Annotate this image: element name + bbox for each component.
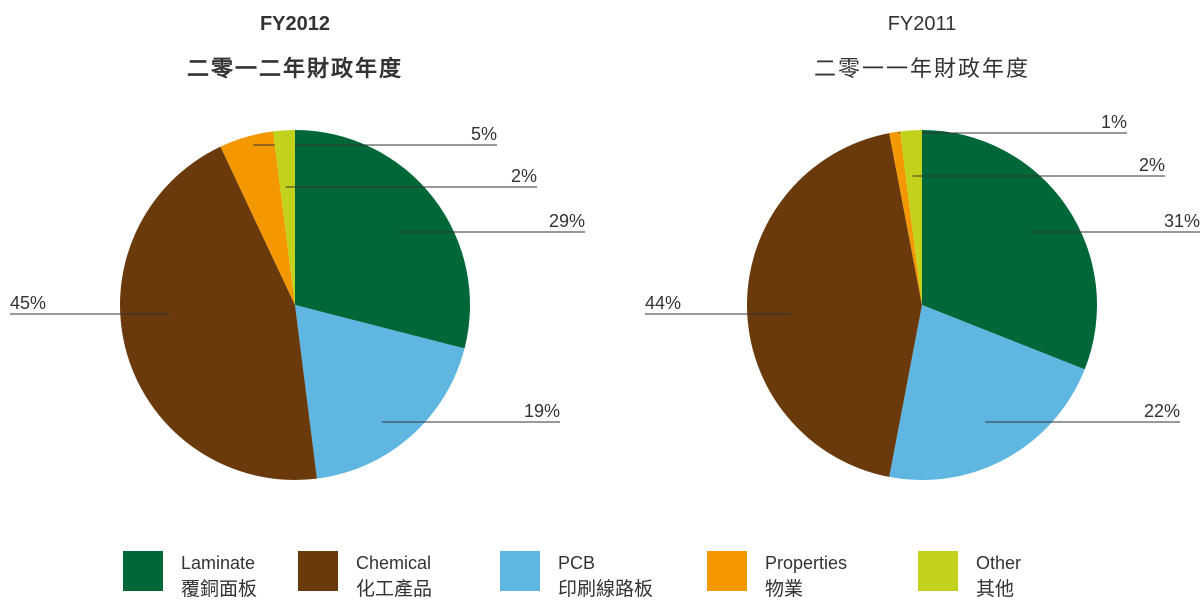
data-label: 2% (511, 166, 537, 186)
legend-swatch (500, 551, 540, 591)
legend-label-zh: 覆銅面板 (181, 578, 257, 600)
data-label: 44% (645, 293, 681, 313)
data-label: 45% (10, 293, 46, 313)
legend-swatch (707, 551, 747, 591)
chart-subtitle: 二零一一年財政年度 (814, 56, 1030, 81)
data-label: 19% (524, 401, 560, 421)
pie-slice (900, 130, 922, 305)
legend-label-zh: 物業 (765, 578, 803, 600)
data-label: 5% (471, 124, 497, 144)
pie-slice (119, 146, 317, 481)
legend-label-zh: 印刷線路板 (558, 578, 653, 600)
data-label: 29% (549, 211, 585, 231)
pie-slice (295, 130, 470, 349)
chart-subtitle: 二零一二年財政年度 (187, 56, 403, 81)
pie-slice (889, 305, 1085, 480)
pie-slice (295, 305, 465, 479)
chart-title: FY2012 (260, 13, 330, 35)
legend-label: Other (976, 553, 1021, 573)
legend-swatch (298, 551, 338, 591)
chart-title: FY2011 (888, 13, 957, 35)
data-label: 2% (1139, 155, 1165, 175)
pie-slice (220, 131, 295, 305)
pie-slice (747, 133, 922, 477)
pie-slice (922, 130, 1097, 370)
legend-label-zh: 其他 (976, 578, 1014, 600)
legend-label: PCB (558, 553, 595, 573)
legend-label-zh: 化工產品 (356, 578, 432, 600)
legend-label: Laminate (181, 553, 255, 573)
pie-slice (889, 131, 922, 305)
pie-slice (273, 130, 295, 305)
data-label: 31% (1164, 211, 1200, 231)
legend-label: Properties (765, 553, 847, 573)
data-label: 1% (1101, 112, 1127, 132)
legend-swatch (123, 551, 163, 591)
legend-swatch (918, 551, 958, 591)
legend-label: Chemical (356, 553, 431, 573)
data-label: 22% (1144, 401, 1180, 421)
